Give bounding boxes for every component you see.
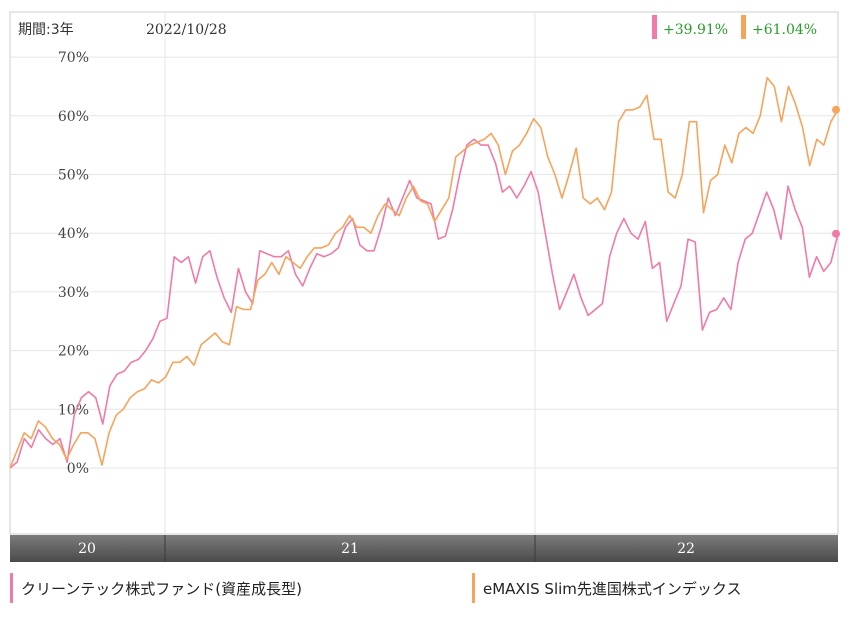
y-tick-label: 50% <box>58 168 89 184</box>
series2-change-value: +61.04% <box>752 22 817 38</box>
plot-frame <box>9 11 839 535</box>
legend-swatch-pink <box>10 573 13 603</box>
y-tick-label: 60% <box>58 109 89 125</box>
y-tick-label: 0% <box>67 461 89 477</box>
x-label-20: 20 <box>78 541 96 557</box>
gridlines <box>10 12 838 534</box>
y-tick-label: 30% <box>58 285 89 301</box>
date-label: 2022/10/28 <box>146 22 227 38</box>
x-label-21: 21 <box>341 541 359 557</box>
series1-change-value: +39.91% <box>663 22 728 38</box>
series-end-point-1 <box>832 229 840 238</box>
period-label: 期間:3年 <box>18 22 74 38</box>
y-axis-ticks: 70% 60% 50% 40% 30% 20% 10% 0% <box>58 50 89 477</box>
series-line-2 <box>9 76 839 469</box>
legend-swatch-orange <box>472 573 475 603</box>
legend-label: クリーンテック株式ファンド(資産成長型) <box>21 579 302 598</box>
series2-change-marker <box>741 15 746 39</box>
series-end-point-2 <box>832 105 840 114</box>
legend-label: eMAXIS Slim先進国株式インデックス <box>483 579 742 598</box>
y-tick-label: 40% <box>58 226 89 242</box>
legend-item-series1: クリーンテック株式ファンド(資産成長型) <box>10 572 302 604</box>
y-tick-label: 20% <box>58 344 89 360</box>
series1-change-marker <box>652 15 657 39</box>
y-tick-label: 70% <box>58 50 89 66</box>
legend-item-series2: eMAXIS Slim先進国株式インデックス <box>472 572 741 604</box>
time-axis-bar <box>10 535 838 562</box>
series-line-1 <box>9 138 839 469</box>
y-tick-label: 10% <box>58 402 89 418</box>
x-label-22: 22 <box>677 541 695 557</box>
series-lines <box>9 76 840 469</box>
